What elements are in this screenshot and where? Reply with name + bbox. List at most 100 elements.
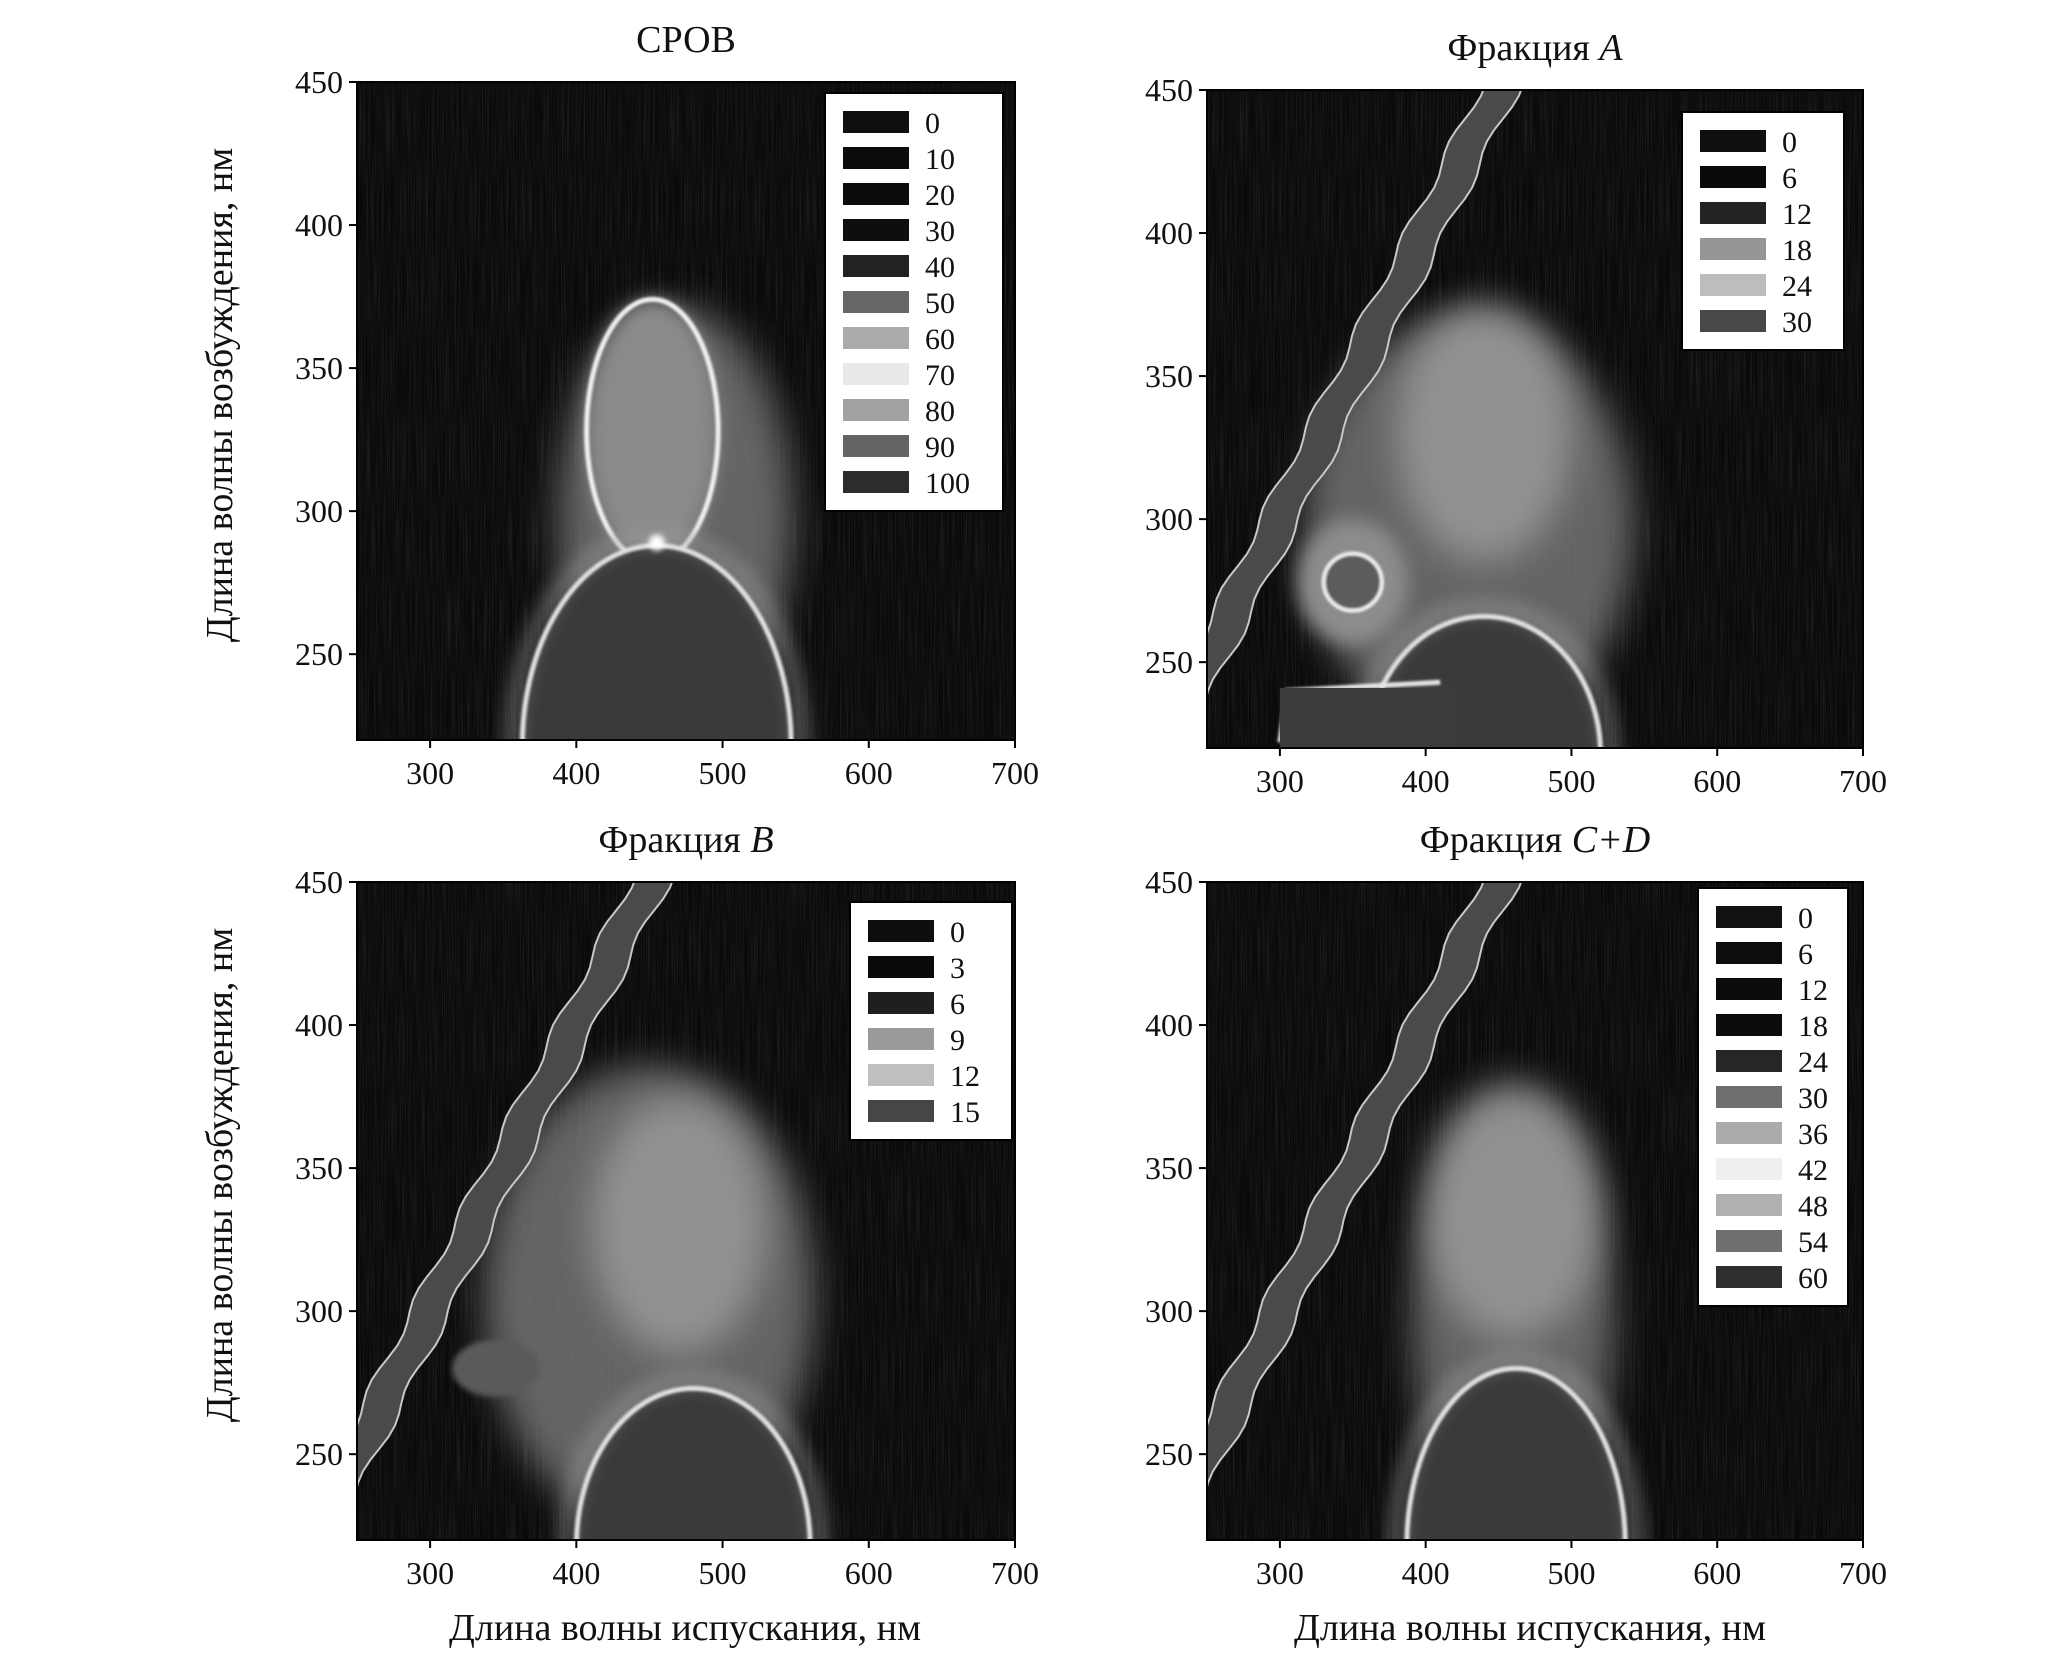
peak-a-glow bbox=[1396, 304, 1572, 563]
panel-title-text: Фракция bbox=[598, 819, 750, 861]
legend-label: 80 bbox=[925, 395, 955, 428]
x-tick-label: 600 bbox=[1693, 763, 1741, 799]
legend-swatch bbox=[843, 147, 909, 169]
legend-swatch bbox=[1700, 238, 1766, 260]
legend-label: 100 bbox=[925, 467, 970, 500]
panel-title-italic: A bbox=[1596, 27, 1623, 69]
y-tick-label: 450 bbox=[1145, 72, 1193, 108]
legend-swatch bbox=[1716, 1266, 1782, 1288]
legend-label: 0 bbox=[925, 107, 940, 140]
legend-swatch bbox=[1700, 310, 1766, 332]
y-tick-label: 450 bbox=[1145, 864, 1193, 900]
y-tick-label: 350 bbox=[295, 350, 343, 386]
panel-1: 300 400 500 600 700250300350400450СРОВ010203… bbox=[295, 19, 1039, 791]
legend-label: 90 bbox=[925, 431, 955, 464]
legend-swatch bbox=[868, 956, 934, 978]
x-tick-label: 500 bbox=[1547, 763, 1595, 799]
legend-swatch bbox=[1716, 1122, 1782, 1144]
legend-label: 42 bbox=[1798, 1154, 1828, 1187]
legend-label: 40 bbox=[925, 251, 955, 284]
legend-swatch bbox=[843, 327, 909, 349]
rayleigh-scatter-band bbox=[1207, 90, 1523, 700]
legend-swatch bbox=[868, 992, 934, 1014]
legend-label: 10 bbox=[925, 143, 955, 176]
panel-title-italic: B bbox=[750, 819, 773, 861]
legend-label: 18 bbox=[1782, 234, 1812, 267]
x-tick-label: 700 bbox=[991, 1555, 1039, 1591]
x-tick-label: 400 bbox=[552, 755, 600, 791]
legend-swatch bbox=[1716, 1194, 1782, 1216]
y-tick-label: 250 bbox=[1145, 1436, 1193, 1472]
x-tick-label: 700 bbox=[1839, 1555, 1887, 1591]
x-tick-label: 300 bbox=[1256, 763, 1304, 799]
x-tick-label: 300 bbox=[406, 755, 454, 791]
legend-label: 24 bbox=[1782, 270, 1812, 303]
legend-swatch bbox=[1716, 1230, 1782, 1252]
legend-swatch bbox=[1716, 1050, 1782, 1072]
panel-title: Фракция C+D bbox=[1420, 819, 1650, 861]
y-tick-label: 450 bbox=[295, 864, 343, 900]
x-tick-label: 700 bbox=[1839, 763, 1887, 799]
legend-swatch bbox=[1716, 1086, 1782, 1108]
legend-label: 18 bbox=[1798, 1010, 1828, 1043]
y-tick-label: 300 bbox=[295, 493, 343, 529]
legend-label: 70 bbox=[925, 359, 955, 392]
legend-label: 50 bbox=[925, 287, 955, 320]
legend-label: 36 bbox=[1798, 1118, 1828, 1151]
x-tick-label: 500 bbox=[1547, 1555, 1595, 1591]
y-axis-label-bottom: Длина волны возбуждения, нм bbox=[199, 928, 241, 1423]
legend-swatch bbox=[868, 1064, 934, 1086]
legend-label: 0 bbox=[1782, 126, 1797, 159]
legend-swatch bbox=[1716, 942, 1782, 964]
lower-arch-contour bbox=[573, 1385, 813, 1540]
rayleigh-scatter-band bbox=[1207, 882, 1523, 1492]
y-tick-label: 250 bbox=[295, 636, 343, 672]
y-tick-label: 400 bbox=[1145, 1007, 1193, 1043]
lower-arch-halo bbox=[1389, 1351, 1643, 1540]
lower-arch-halo bbox=[559, 1371, 828, 1540]
legend-label: 30 bbox=[925, 215, 955, 248]
lower-arch-fill bbox=[522, 545, 792, 740]
legend-swatch bbox=[1700, 130, 1766, 152]
legend-label: 6 bbox=[950, 988, 965, 1021]
weak-patch bbox=[452, 1339, 540, 1397]
x-tick-label: 600 bbox=[845, 755, 893, 791]
x-tick-label: 300 bbox=[1256, 1555, 1304, 1591]
y-tick-label: 300 bbox=[295, 1293, 343, 1329]
legend-swatch bbox=[868, 1028, 934, 1050]
legend-label: 3 bbox=[950, 952, 965, 985]
legend-swatch bbox=[1716, 1014, 1782, 1036]
ring-junction bbox=[648, 534, 665, 551]
legend-swatch bbox=[1700, 166, 1766, 188]
y-tick-label: 400 bbox=[295, 1007, 343, 1043]
panel-title-text: СРОВ bbox=[636, 19, 736, 61]
panel-title-text: Фракция bbox=[1447, 27, 1599, 69]
legend-swatch bbox=[1716, 1158, 1782, 1180]
panel-title-italic: C+D bbox=[1572, 819, 1650, 861]
legend-swatch bbox=[843, 255, 909, 277]
legend-swatch bbox=[843, 399, 909, 421]
y-tick-label: 450 bbox=[295, 64, 343, 100]
legend-label: 12 bbox=[950, 1060, 980, 1093]
panel-title: Фракция B bbox=[598, 819, 773, 861]
legend-swatch bbox=[843, 291, 909, 313]
legend-swatch bbox=[1700, 202, 1766, 224]
legend-label: 60 bbox=[1798, 1262, 1828, 1295]
legend-label: 30 bbox=[1782, 306, 1812, 339]
legend-label: 24 bbox=[1798, 1046, 1828, 1079]
x-axis-label-right: Длина волны испускания, нм bbox=[1294, 1607, 1766, 1649]
x-tick-label: 400 bbox=[1402, 1555, 1450, 1591]
y-tick-label: 350 bbox=[1145, 1150, 1193, 1186]
y-tick-label: 250 bbox=[1145, 644, 1193, 680]
legend-label: 6 bbox=[1798, 938, 1813, 971]
y-tick-label: 300 bbox=[1145, 501, 1193, 537]
axes-frame bbox=[1206, 89, 1864, 749]
legend-label: 6 bbox=[1782, 162, 1797, 195]
legend-label: 0 bbox=[1798, 902, 1813, 935]
y-tick-label: 350 bbox=[295, 1150, 343, 1186]
